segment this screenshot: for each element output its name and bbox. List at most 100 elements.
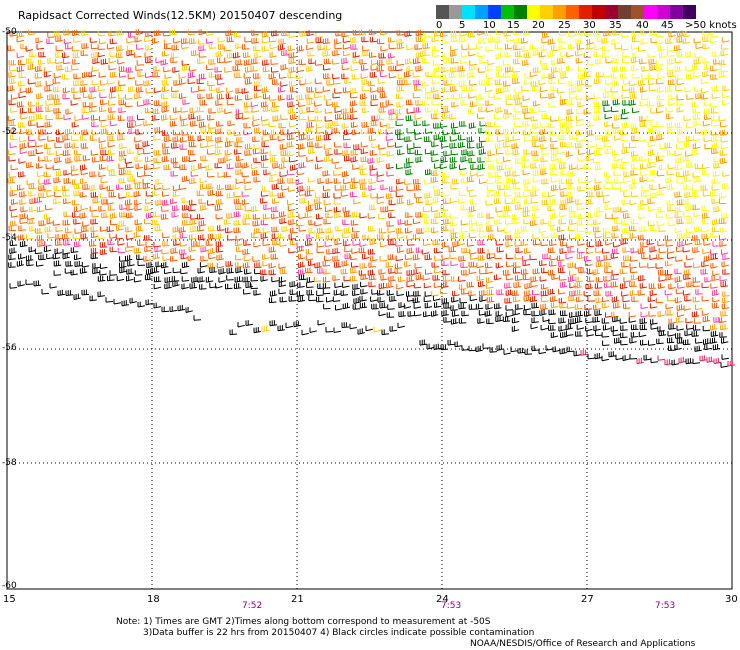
wind-barb bbox=[454, 341, 462, 348]
wind-barb bbox=[127, 73, 136, 80]
wind-barb bbox=[214, 149, 223, 156]
lat-label-52: -52 bbox=[2, 127, 17, 137]
wind-barb bbox=[90, 218, 98, 225]
wind-barb bbox=[182, 212, 190, 219]
wind-barb bbox=[506, 36, 514, 42]
wind-barb bbox=[656, 121, 664, 128]
wind-barb bbox=[630, 247, 639, 254]
wind-barb bbox=[621, 199, 630, 205]
wind-barb bbox=[631, 191, 639, 197]
wind-barb bbox=[638, 275, 646, 282]
wind-barb bbox=[702, 169, 710, 176]
wind-barb bbox=[306, 156, 314, 163]
wind-barb bbox=[298, 101, 306, 107]
wind-barb bbox=[721, 297, 730, 304]
wind-barb bbox=[45, 81, 54, 87]
wind-barb bbox=[485, 100, 493, 106]
wind-barb bbox=[10, 128, 18, 135]
wind-barb bbox=[161, 86, 170, 93]
wind-barb bbox=[253, 85, 262, 92]
wind-barb bbox=[118, 220, 127, 227]
wind-barb bbox=[502, 86, 511, 93]
wind-barb bbox=[569, 234, 577, 240]
wind-barb bbox=[423, 296, 432, 303]
wind-barb bbox=[702, 36, 710, 42]
wind-barb bbox=[109, 246, 118, 253]
wind-barb bbox=[71, 142, 80, 149]
wind-barb bbox=[443, 303, 451, 309]
wind-barb bbox=[686, 281, 694, 288]
wind-barb bbox=[721, 44, 729, 50]
wind-barb bbox=[289, 80, 297, 87]
wind-barb bbox=[376, 65, 385, 72]
wind-barb bbox=[73, 206, 82, 213]
wind-barb bbox=[684, 176, 692, 183]
wind-barb bbox=[287, 72, 296, 79]
wind-barb bbox=[720, 226, 728, 233]
wind-barb bbox=[558, 178, 567, 185]
color-scale-label: 15 bbox=[507, 20, 520, 31]
wind-barb bbox=[281, 156, 289, 163]
wind-barb bbox=[324, 255, 332, 262]
wind-barb bbox=[125, 101, 133, 108]
wind-barb bbox=[721, 249, 729, 255]
wind-barb bbox=[596, 207, 604, 213]
wind-barb bbox=[639, 58, 647, 65]
wind-barb bbox=[469, 64, 477, 71]
wind-barb bbox=[622, 108, 630, 115]
wind-barb bbox=[180, 268, 188, 275]
wind-barb bbox=[8, 172, 17, 178]
wind-barb bbox=[199, 284, 207, 290]
wind-barb bbox=[503, 72, 511, 79]
wind-barb bbox=[233, 227, 242, 234]
wind-barb bbox=[72, 233, 81, 240]
wind-barb bbox=[459, 297, 468, 304]
wind-barb bbox=[684, 191, 692, 198]
wind-barb bbox=[316, 247, 325, 254]
wind-barb bbox=[322, 283, 331, 289]
wind-barb bbox=[441, 297, 450, 304]
wind-barb bbox=[641, 66, 649, 72]
wind-barb bbox=[387, 304, 395, 310]
wind-barb bbox=[378, 107, 387, 113]
wind-barb bbox=[251, 232, 259, 239]
wind-barb bbox=[216, 254, 224, 261]
wind-barb bbox=[145, 198, 153, 205]
wind-barb bbox=[677, 233, 685, 240]
wind-barb bbox=[342, 149, 350, 157]
wind-barb bbox=[425, 269, 433, 275]
wind-barb bbox=[431, 46, 440, 52]
wind-barb bbox=[667, 205, 675, 212]
wind-barb bbox=[262, 227, 271, 234]
wind-barb bbox=[684, 87, 692, 93]
wind-barb bbox=[619, 268, 628, 275]
wind-barb bbox=[198, 234, 206, 241]
wind-barb bbox=[386, 123, 394, 129]
wind-barb bbox=[250, 205, 259, 213]
wind-barb bbox=[407, 240, 415, 246]
wind-barb bbox=[62, 252, 70, 260]
wind-barb bbox=[685, 358, 693, 365]
wind-barb bbox=[232, 183, 241, 190]
wind-barb bbox=[720, 50, 728, 57]
wind-barb bbox=[352, 290, 360, 296]
wind-barb bbox=[25, 255, 34, 262]
wind-barb bbox=[281, 185, 289, 191]
wind-barb bbox=[676, 178, 685, 184]
wind-barb bbox=[431, 141, 439, 148]
wind-barb bbox=[153, 302, 161, 309]
wind-barb bbox=[621, 291, 629, 297]
wind-barb bbox=[197, 225, 205, 232]
wind-barb bbox=[413, 120, 422, 127]
wind-barb bbox=[412, 254, 421, 261]
wind-barb bbox=[260, 269, 268, 276]
wind-barb bbox=[53, 198, 61, 205]
wind-barb bbox=[368, 29, 377, 36]
wind-barb bbox=[369, 164, 378, 171]
wind-barb bbox=[684, 262, 692, 268]
wind-barb bbox=[79, 212, 87, 219]
time-label: 7:53 bbox=[655, 601, 676, 611]
wind-barb bbox=[151, 267, 160, 274]
wind-barb bbox=[584, 136, 592, 143]
wind-barb bbox=[406, 185, 415, 192]
